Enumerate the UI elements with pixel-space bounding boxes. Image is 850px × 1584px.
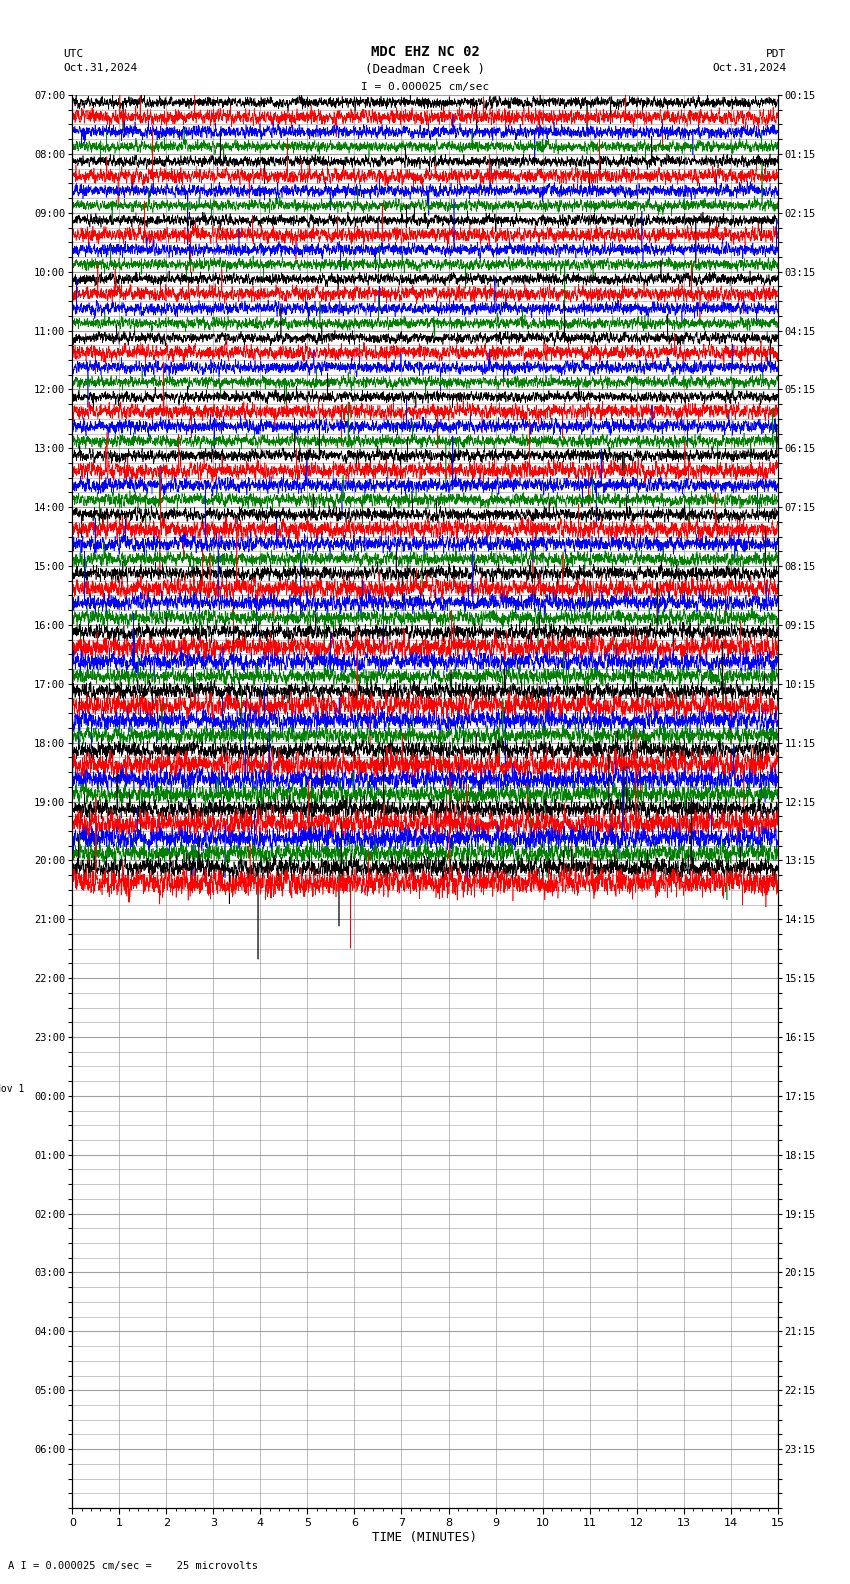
Text: Oct.31,2024: Oct.31,2024 xyxy=(64,63,138,73)
Text: MDC EHZ NC 02: MDC EHZ NC 02 xyxy=(371,46,479,59)
Text: A I = 0.000025 cm/sec =    25 microvolts: A I = 0.000025 cm/sec = 25 microvolts xyxy=(8,1562,258,1571)
Text: I = 0.000025 cm/sec: I = 0.000025 cm/sec xyxy=(361,82,489,92)
Text: (Deadman Creek ): (Deadman Creek ) xyxy=(365,63,485,76)
Text: Nov 1: Nov 1 xyxy=(0,1083,25,1093)
Text: PDT: PDT xyxy=(766,49,786,59)
X-axis label: TIME (MINUTES): TIME (MINUTES) xyxy=(372,1532,478,1544)
Text: Oct.31,2024: Oct.31,2024 xyxy=(712,63,786,73)
Text: UTC: UTC xyxy=(64,49,84,59)
